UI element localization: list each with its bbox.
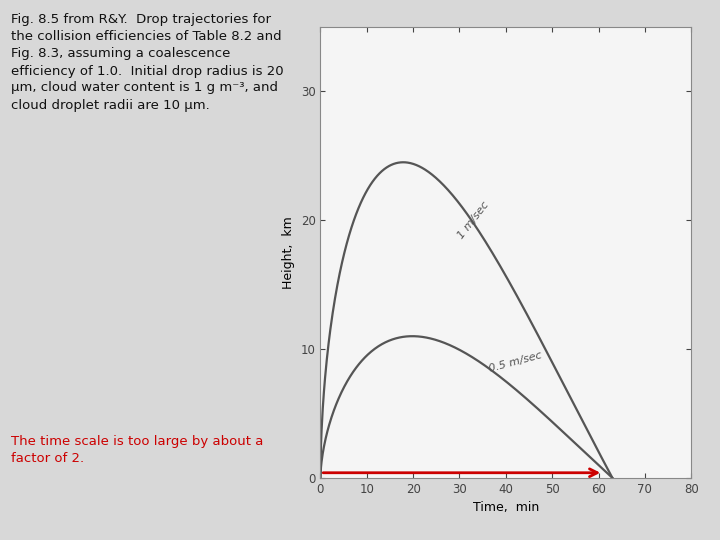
- Text: The time scale is too large by about a
factor of 2.: The time scale is too large by about a f…: [11, 435, 264, 465]
- X-axis label: Time,  min: Time, min: [472, 501, 539, 514]
- Y-axis label: Height,  km: Height, km: [282, 216, 295, 289]
- Text: 1 m/sec: 1 m/sec: [456, 200, 491, 241]
- Text: Fig. 8.5 from R&Y.  Drop trajectories for
the collision efficiencies of Table 8.: Fig. 8.5 from R&Y. Drop trajectories for…: [11, 14, 284, 111]
- Text: 0.5 m/sec: 0.5 m/sec: [487, 350, 543, 374]
